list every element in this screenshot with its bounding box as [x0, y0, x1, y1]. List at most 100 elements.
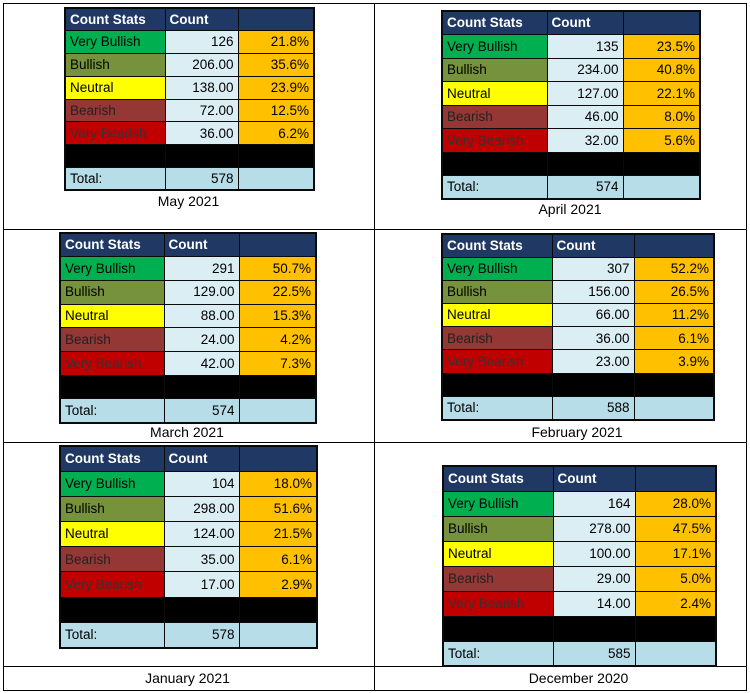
- spacer-row: [441, 151, 701, 176]
- count-value: 29.00: [552, 565, 636, 592]
- total-blank: [237, 167, 315, 191]
- table-row-very-bearish: Very Bearish 36.00 6.2%: [64, 121, 315, 146]
- table-row-bullish: Bullish 206.00 35.6%: [64, 53, 315, 77]
- panel-caption: April 2021: [538, 201, 602, 217]
- table-row-very-bullish: Very Bullish 164 28.0%: [442, 490, 717, 517]
- spacer-cell: [551, 372, 635, 397]
- row-label: Bullish: [441, 279, 553, 305]
- header-count: Count: [163, 232, 240, 258]
- row-label: Very Bearish: [64, 121, 166, 146]
- header-count-stats: Count Stats: [64, 7, 166, 32]
- table-row-very-bullish: Very Bullish 104 18.0%: [59, 470, 318, 497]
- spacer-cell: [634, 615, 717, 642]
- percent-value: 21.8%: [237, 30, 315, 55]
- percent-value: 4.2%: [238, 327, 317, 352]
- row-label: Very Bullish: [59, 256, 165, 281]
- row-label: Bearish: [59, 546, 165, 573]
- total-label: Total:: [59, 398, 165, 423]
- header-percent: [238, 232, 317, 258]
- total-blank: [622, 175, 701, 200]
- percent-value: 35.6%: [237, 53, 315, 77]
- spacer-cell: [59, 596, 165, 623]
- row-label: Very Bearish: [441, 349, 553, 374]
- count-value: 66.00: [551, 303, 635, 328]
- total-value: 574: [546, 175, 624, 200]
- count-value: 23.00: [551, 349, 635, 374]
- panel-caption: January 2021: [145, 670, 230, 686]
- table-row-very-bullish: Very Bullish 135 23.5%: [441, 34, 701, 59]
- spacer-cell: [238, 596, 318, 623]
- spacer-row: [59, 596, 318, 623]
- row-label: Very Bearish: [59, 571, 165, 598]
- panel-caption: March 2021: [150, 424, 224, 440]
- stats-table: Count Stats Count Very Bullish 126 21.8% Bull…: [64, 7, 315, 192]
- stats-table: Count Stats Count Very Bullish 104 18.0% Bull…: [59, 445, 318, 649]
- row-label: Bullish: [441, 57, 548, 82]
- header-count: Count: [546, 10, 624, 35]
- stats-table: Count Stats Count Very Bullish 307 52.2% Bull…: [441, 233, 715, 421]
- header-percent: [633, 233, 715, 258]
- table-row-bearish: Bearish 29.00 5.0%: [442, 565, 717, 592]
- count-value: 234.00: [546, 57, 624, 82]
- count-value: 46.00: [546, 104, 624, 129]
- percent-value: 2.4%: [634, 590, 717, 617]
- percent-value: 11.2%: [633, 303, 715, 328]
- table-row-bullish: Bullish 278.00 47.5%: [442, 515, 717, 542]
- grid-divider-row-1: [4, 229, 746, 230]
- header-count-stats: Count Stats: [441, 10, 548, 35]
- row-label: Very Bullish: [442, 490, 554, 517]
- total-blank: [238, 398, 317, 423]
- count-value: 278.00: [552, 515, 636, 542]
- percent-value: 3.9%: [633, 349, 715, 374]
- spacer-cell: [546, 151, 624, 176]
- table-row-very-bearish: Very Bearish 17.00 2.9%: [59, 571, 318, 598]
- percent-value: 51.6%: [238, 495, 318, 523]
- table-header-row: Count Stats Count: [441, 233, 715, 258]
- count-value: 36.00: [164, 121, 239, 146]
- total-label: Total:: [442, 640, 554, 667]
- percent-value: 22.5%: [238, 279, 317, 305]
- count-value: 138.00: [164, 75, 239, 100]
- total-value: 578: [163, 621, 240, 649]
- percent-value: 6.1%: [238, 546, 318, 573]
- table-header-row: Count Stats Count: [442, 465, 717, 492]
- row-label: Very Bullish: [59, 470, 165, 497]
- total-blank: [238, 621, 318, 649]
- percent-value: 28.0%: [634, 490, 717, 517]
- table-row-bullish: Bullish 234.00 40.8%: [441, 57, 701, 82]
- total-value: 574: [163, 398, 240, 423]
- spacer-cell: [441, 372, 553, 397]
- table-header-row: Count Stats Count: [59, 232, 317, 258]
- table-row-very-bullish: Very Bullish 291 50.7%: [59, 256, 317, 281]
- count-value: 298.00: [163, 495, 240, 523]
- count-value: 127.00: [546, 81, 624, 106]
- spacer-row: [59, 374, 317, 400]
- table-row-neutral: Neutral 138.00 23.9%: [64, 75, 315, 100]
- table-row-bearish: Bearish 24.00 4.2%: [59, 327, 317, 352]
- table-row-very-bullish: Very Bullish 126 21.8%: [64, 30, 315, 55]
- total-label: Total:: [59, 621, 165, 649]
- total-row: Total: 574: [441, 175, 701, 200]
- count-value: 88.00: [163, 303, 240, 329]
- table-row-bearish: Bearish 72.00 12.5%: [64, 98, 315, 123]
- total-row: Total: 585: [442, 640, 717, 667]
- spacer-row: [442, 615, 717, 642]
- count-value: 135: [546, 34, 624, 59]
- row-label: Very Bearish: [59, 350, 165, 376]
- header-count: Count: [551, 233, 635, 258]
- percent-value: 52.2%: [633, 256, 715, 281]
- row-label: Neutral: [441, 303, 553, 328]
- row-label: Very Bullish: [441, 256, 553, 281]
- spacer-cell: [238, 374, 317, 400]
- total-label: Total:: [441, 395, 553, 421]
- count-value: 72.00: [164, 98, 239, 123]
- total-row: Total: 588: [441, 395, 715, 421]
- percent-value: 7.3%: [238, 350, 317, 376]
- panel-caption: December 2020: [528, 670, 629, 686]
- total-value: 588: [551, 395, 635, 421]
- spacer-cell: [633, 372, 715, 397]
- count-value: 100.00: [552, 540, 636, 567]
- grid-divider-row-2: [4, 442, 746, 443]
- count-value: 307: [551, 256, 635, 281]
- row-label: Bullish: [59, 279, 165, 305]
